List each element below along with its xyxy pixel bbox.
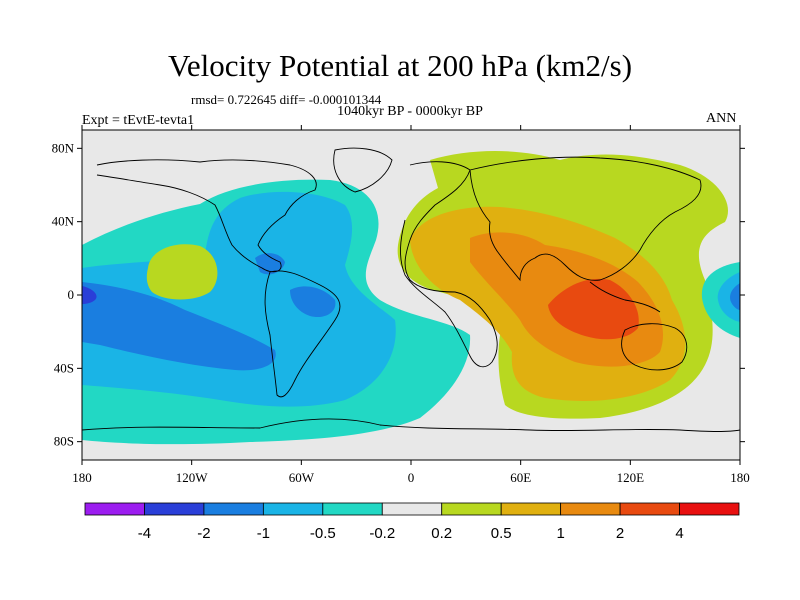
- greenland-coast: [333, 147, 393, 193]
- colorbar-label: 0.5: [491, 525, 512, 542]
- contour-neg-1-east: [730, 283, 740, 310]
- coastlines: [82, 147, 740, 432]
- europe-africa-coast: [400, 161, 498, 368]
- lon-tick-label: 180: [72, 470, 92, 485]
- colorbar-label: -0.2: [369, 525, 395, 542]
- asia-coast: [469, 156, 702, 282]
- colorbar-label: 4: [675, 525, 683, 542]
- colorbar-swatch: [203, 502, 264, 516]
- colorbar-label: -4: [138, 525, 151, 542]
- lat-tick-label: 80S: [54, 434, 74, 449]
- north-america-coast: [96, 159, 317, 273]
- colorbar-swatch: [679, 502, 740, 516]
- lon-tick-label: 120W: [176, 470, 209, 485]
- colorbar-swatch: [84, 502, 145, 516]
- antarctica-coast: [82, 418, 740, 432]
- colorbar-swatch: [262, 502, 324, 516]
- lon-tick-label: 60E: [510, 470, 531, 485]
- southeast-asia-coast: [589, 281, 661, 313]
- season-label: ANN: [706, 111, 737, 126]
- colorbar-swatch: [322, 502, 383, 516]
- contour-pos-2: [548, 278, 639, 340]
- colorbar-label: -2: [197, 525, 210, 542]
- lat-tick-label: 0: [68, 287, 75, 302]
- chart-title: Velocity Potential at 200 hPa (km2/s): [167, 48, 633, 83]
- lon-tick-label: 120E: [617, 470, 645, 485]
- contour-neg-1-amazon: [290, 286, 336, 318]
- south-america-coast: [264, 270, 341, 398]
- lon-tick-label: 0: [408, 470, 415, 485]
- australia-coast: [621, 323, 688, 371]
- lat-tick-label: 40N: [52, 214, 75, 229]
- colorbar-swatch: [381, 502, 443, 516]
- experiment-label: Expt = tEvtE-tevta1: [82, 113, 195, 128]
- colorbar-swatch: [441, 502, 502, 516]
- lon-tick-label: 180: [730, 470, 750, 485]
- colorbar-label: 1: [556, 525, 564, 542]
- colorbar-label: -0.5: [310, 525, 336, 542]
- lon-tick-label: 60W: [289, 470, 315, 485]
- pacific-island-pos-0.2: [146, 244, 218, 300]
- latitude-axis: 80N 40N 0 40S 80S: [52, 140, 745, 449]
- contour-neg-2-west: [82, 286, 97, 304]
- colorbar-swatch: [619, 502, 680, 516]
- lat-tick-label: 80N: [52, 140, 75, 155]
- contour-neg-1: [82, 282, 276, 371]
- contour-neg-0.5-east: [717, 272, 740, 322]
- stats-line: rmsd= 0.722645 diff= -0.000101344: [191, 92, 382, 107]
- colorbar-swatch: [560, 502, 621, 516]
- colorbar: -4 -2 -1 -0.5 -0.2 0.2 0.5 1 2 4: [84, 502, 740, 542]
- lat-tick-label: 40S: [54, 360, 74, 375]
- colorbar-label: 2: [616, 525, 624, 542]
- chart-subtitle: 1040kyr BP - 0000kyr BP: [337, 104, 483, 119]
- colorbar-swatch: [144, 502, 205, 516]
- longitude-axis: 180 120W 60W 0 60E 120E 180: [72, 125, 750, 485]
- colorbar-label: 0.2: [431, 525, 452, 542]
- contour-neg-1-caribbean: [255, 253, 285, 275]
- colorbar-swatch: [500, 502, 562, 516]
- colorbar-label: -1: [257, 525, 270, 542]
- contour-field: [82, 130, 740, 460]
